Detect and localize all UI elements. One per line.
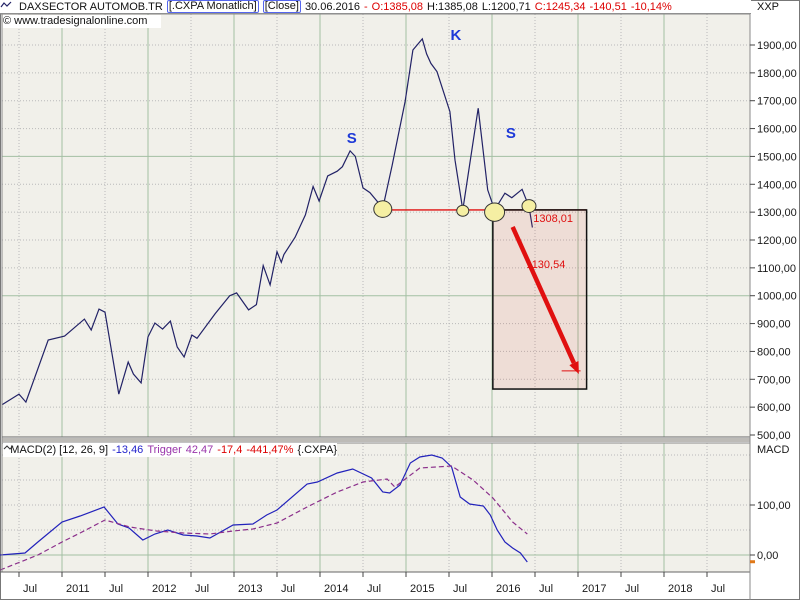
price-axis-tick-label: 1600,00 xyxy=(757,124,797,136)
neckline-touch-circle[interactable] xyxy=(456,204,470,217)
price-plot-area[interactable] xyxy=(2,14,750,437)
low-value: L:1200,71 xyxy=(481,0,531,13)
price-series-line[interactable] xyxy=(1,37,533,406)
watermark-copyright: © www.tradesignalonline.com xyxy=(3,15,161,28)
price-axis-unit-label: XXP xyxy=(757,1,780,13)
price-axis-tick-label: 800,00 xyxy=(757,346,791,358)
price-axis-tick-label: 1300,00 xyxy=(757,207,797,219)
change-abs: -140,51 xyxy=(589,0,627,13)
price-mode-badge[interactable]: [Close] xyxy=(262,0,301,13)
close-value: C:1245,34 xyxy=(534,0,586,13)
macd-axis-title: MACD xyxy=(757,444,789,456)
time-axis-tick-label: 2013 xyxy=(238,583,262,595)
time-axis-tick-label: 2016 xyxy=(496,583,520,595)
macd-series-line[interactable] xyxy=(0,454,528,563)
label-head[interactable]: K xyxy=(450,27,461,44)
price-axis-tick-label: 500,00 xyxy=(757,430,791,442)
time-axis-tick-label: 2011 xyxy=(66,583,90,595)
change-pct: -10,14% xyxy=(630,0,672,13)
macd-diff-value: -17,4 xyxy=(217,444,243,456)
time-axis-tick-label: Jul xyxy=(539,583,553,595)
price-axis-tick-label: 1000,00 xyxy=(757,291,797,303)
macd-zigzag-icon xyxy=(3,445,14,455)
neckline-touch-circle[interactable] xyxy=(521,199,537,213)
panel-splitter[interactable] xyxy=(2,438,750,442)
trigger-series-line[interactable] xyxy=(0,465,528,571)
macd-trigger-value: 42,47 xyxy=(185,444,214,456)
label-left-shoulder[interactable]: S xyxy=(347,130,357,147)
projection-arrow[interactable] xyxy=(510,225,576,364)
feed-interval-badge[interactable]: [.CXPA Monatlich] xyxy=(166,0,259,13)
neckline-touch-circle[interactable] xyxy=(373,200,393,218)
macd-value: -13,46 xyxy=(112,444,144,456)
price-axis-tick-label: 600,00 xyxy=(757,402,791,414)
target-move-label[interactable]: 1130,54 xyxy=(526,259,565,271)
price-axis-tick-label: 700,00 xyxy=(757,374,791,386)
neckline-price-label[interactable]: 1308,01 xyxy=(533,213,573,225)
macd-indicator-header[interactable]: MACD(2) [12, 26, 9] -13,46 Trigger 42,47… xyxy=(3,443,337,457)
time-axis-tick-label: 2014 xyxy=(324,583,348,595)
price-axis-tick-label: 1900,00 xyxy=(757,40,797,52)
time-axis-tick-label: 2015 xyxy=(410,583,434,595)
price-axis-tick-label: 1500,00 xyxy=(757,151,797,163)
time-axis-tick-label: Jul xyxy=(367,583,381,595)
chart-title-bar[interactable]: DAXSECTOR AUTOMOB.TR [.CXPA Monatlich] [… xyxy=(0,0,751,14)
time-axis-tick-label: Jul xyxy=(453,583,467,595)
series-zigzag-icon xyxy=(0,1,15,12)
neckline-touch-circle[interactable] xyxy=(484,202,506,222)
price-axis-tick-label: 1200,00 xyxy=(757,235,797,247)
time-axis-tick-label: 2012 xyxy=(152,583,176,595)
price-axis-tick-label: 1700,00 xyxy=(757,96,797,108)
time-axis-tick-label: 2017 xyxy=(582,583,606,595)
macd-pct-value: -441,47% xyxy=(246,444,294,456)
label-right-shoulder[interactable]: S xyxy=(506,125,516,142)
price-axis-tick-label: 1400,00 xyxy=(757,179,797,191)
time-axis-tick-label: Jul xyxy=(195,583,209,595)
macd-axis-tick-label: 100,00 xyxy=(757,500,791,512)
time-axis-tick-label: 2018 xyxy=(668,583,692,595)
macd-current-value-marker xyxy=(750,560,755,564)
open-value: O:1385,08 xyxy=(371,0,424,13)
time-axis-tick-label: Jul xyxy=(711,583,725,595)
bar-date: 30.06.2016 xyxy=(304,0,360,13)
macd-axis-tick-label: 0,00 xyxy=(757,550,778,562)
price-axis-tick-label: 1100,00 xyxy=(757,263,796,275)
macd-trigger-label: Trigger xyxy=(147,444,182,456)
price-axis-tick-label: 1800,00 xyxy=(757,68,797,80)
high-value: H:1385,08 xyxy=(427,0,478,13)
dash: - xyxy=(364,0,368,13)
projection-arrow-head[interactable] xyxy=(569,360,579,374)
macd-instrument: {.CXPA} xyxy=(297,444,337,456)
macd-name[interactable]: MACD(2) [12, 26, 9] xyxy=(10,444,109,456)
time-axis-tick-label: Jul xyxy=(625,583,639,595)
time-axis-tick-label: Jul xyxy=(23,583,37,595)
price-axis-tick-label: 900,00 xyxy=(757,319,791,331)
symbol-title[interactable]: DAXSECTOR AUTOMOB.TR xyxy=(19,0,163,13)
time-axis-tick-label: Jul xyxy=(281,583,295,595)
time-axis-tick-label: Jul xyxy=(109,583,123,595)
macd-plot-area[interactable] xyxy=(2,443,750,572)
